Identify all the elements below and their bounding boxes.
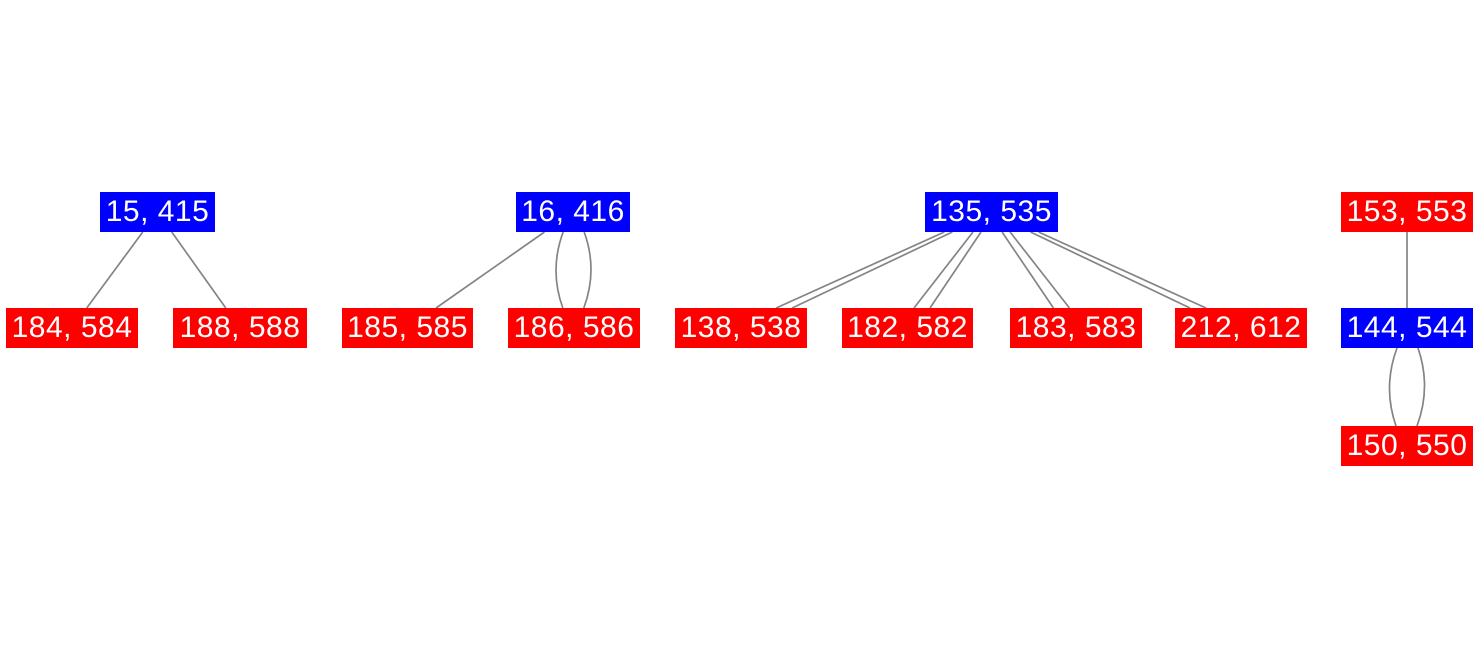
graph-node-label: 15, 415: [105, 195, 210, 228]
graph-node[interactable]: 144, 544: [1341, 308, 1473, 348]
graph-node-label: 183, 583: [1015, 311, 1137, 344]
graph-node-label: 16, 416: [521, 195, 625, 228]
graph-node[interactable]: 186, 586: [508, 308, 640, 348]
graph-edge: [435, 231, 545, 309]
graph-edge: [1009, 231, 1071, 309]
graph-edge: [1388, 347, 1398, 427]
graph-node[interactable]: 15, 415: [100, 192, 215, 232]
graph-edge: [775, 231, 945, 309]
graph-node[interactable]: 138, 538: [675, 308, 807, 348]
graph-edge: [171, 231, 227, 309]
graph-node-label: 153, 553: [1346, 195, 1468, 228]
graph-node-label: 188, 588: [179, 311, 301, 344]
graph-node-label: 138, 538: [680, 311, 802, 344]
graph-node-label: 184, 584: [11, 311, 133, 344]
graph-node-label: 186, 586: [513, 311, 635, 344]
graph-edge: [1030, 231, 1191, 309]
graph-node[interactable]: 182, 582: [842, 308, 973, 348]
graph-edge: [1416, 347, 1426, 427]
graph-node[interactable]: 16, 416: [516, 192, 630, 232]
graph-edge: [791, 231, 953, 309]
graph-edge: [929, 231, 982, 309]
graph-node[interactable]: 184, 584: [6, 308, 138, 348]
graph-node-label: 150, 550: [1346, 429, 1468, 462]
graph-node[interactable]: 153, 553: [1341, 192, 1473, 232]
graph-edge: [1038, 231, 1207, 309]
graph-node[interactable]: 212, 612: [1175, 308, 1307, 348]
graph-node[interactable]: 150, 550: [1341, 426, 1473, 466]
graph-node[interactable]: 185, 585: [342, 308, 473, 348]
graph-edge: [913, 231, 974, 309]
graph-edge: [555, 231, 564, 309]
graph-node-label: 185, 585: [347, 311, 468, 344]
graph-node[interactable]: 183, 583: [1010, 308, 1142, 348]
graph-node-label: 144, 544: [1346, 311, 1468, 344]
graph-edge: [1001, 231, 1055, 309]
graph-node[interactable]: 188, 588: [173, 308, 307, 348]
graph-node-label: 182, 582: [847, 311, 968, 344]
graph-edge: [86, 231, 144, 309]
graph-node[interactable]: 135, 535: [925, 192, 1058, 232]
graph-edge: [583, 231, 592, 309]
graph-node-label: 135, 535: [931, 195, 1052, 228]
graph-node-label: 212, 612: [1180, 311, 1302, 344]
